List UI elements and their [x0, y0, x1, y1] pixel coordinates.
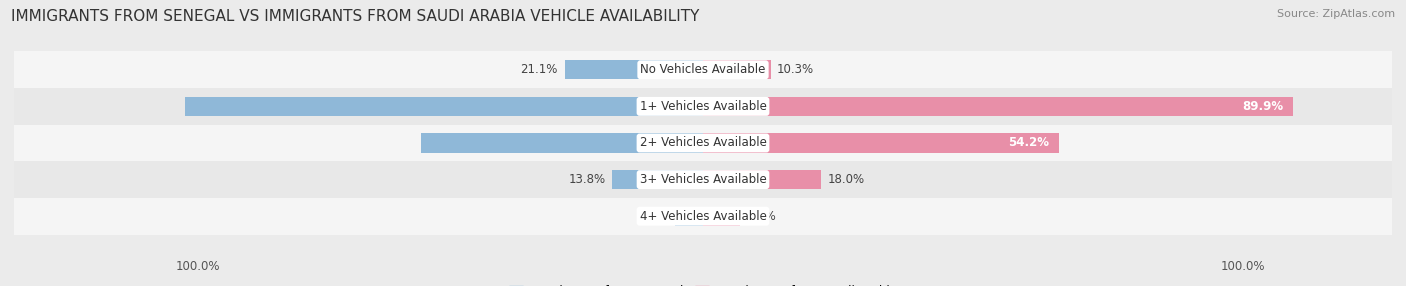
Bar	[14, 198, 1392, 235]
Text: No Vehicles Available: No Vehicles Available	[640, 63, 766, 76]
Bar	[14, 51, 1392, 88]
Bar	[703, 97, 1294, 116]
Text: 54.2%: 54.2%	[1008, 136, 1049, 150]
Text: 10.3%: 10.3%	[778, 63, 814, 76]
Text: 43.0%: 43.0%	[652, 136, 693, 150]
Text: 21.1%: 21.1%	[520, 63, 558, 76]
Bar	[184, 97, 703, 116]
Text: IMMIGRANTS FROM SENEGAL VS IMMIGRANTS FROM SAUDI ARABIA VEHICLE AVAILABILITY: IMMIGRANTS FROM SENEGAL VS IMMIGRANTS FR…	[11, 9, 700, 23]
Text: 3+ Vehicles Available: 3+ Vehicles Available	[640, 173, 766, 186]
Text: 100.0%: 100.0%	[1220, 260, 1265, 273]
Bar	[703, 170, 821, 189]
Text: 1+ Vehicles Available: 1+ Vehicles Available	[640, 100, 766, 113]
Bar	[703, 207, 740, 226]
Text: 2+ Vehicles Available: 2+ Vehicles Available	[640, 136, 766, 150]
Text: 4+ Vehicles Available: 4+ Vehicles Available	[640, 210, 766, 223]
Bar	[613, 170, 703, 189]
Text: 18.0%: 18.0%	[828, 173, 865, 186]
Text: 100.0%: 100.0%	[176, 260, 221, 273]
Bar	[420, 134, 703, 152]
Text: 89.9%: 89.9%	[1241, 100, 1284, 113]
Text: Source: ZipAtlas.com: Source: ZipAtlas.com	[1277, 9, 1395, 19]
Bar	[14, 161, 1392, 198]
Text: 5.6%: 5.6%	[747, 210, 776, 223]
Bar	[14, 125, 1392, 161]
Bar	[675, 207, 703, 226]
Bar	[565, 60, 703, 79]
Text: 79.0%: 79.0%	[652, 100, 693, 113]
Text: 4.2%: 4.2%	[638, 210, 669, 223]
Bar	[703, 60, 770, 79]
Legend: Immigrants from Senegal, Immigrants from Saudi Arabia: Immigrants from Senegal, Immigrants from…	[509, 285, 897, 286]
Bar	[14, 88, 1392, 125]
Bar	[703, 134, 1059, 152]
Text: 13.8%: 13.8%	[569, 173, 606, 186]
